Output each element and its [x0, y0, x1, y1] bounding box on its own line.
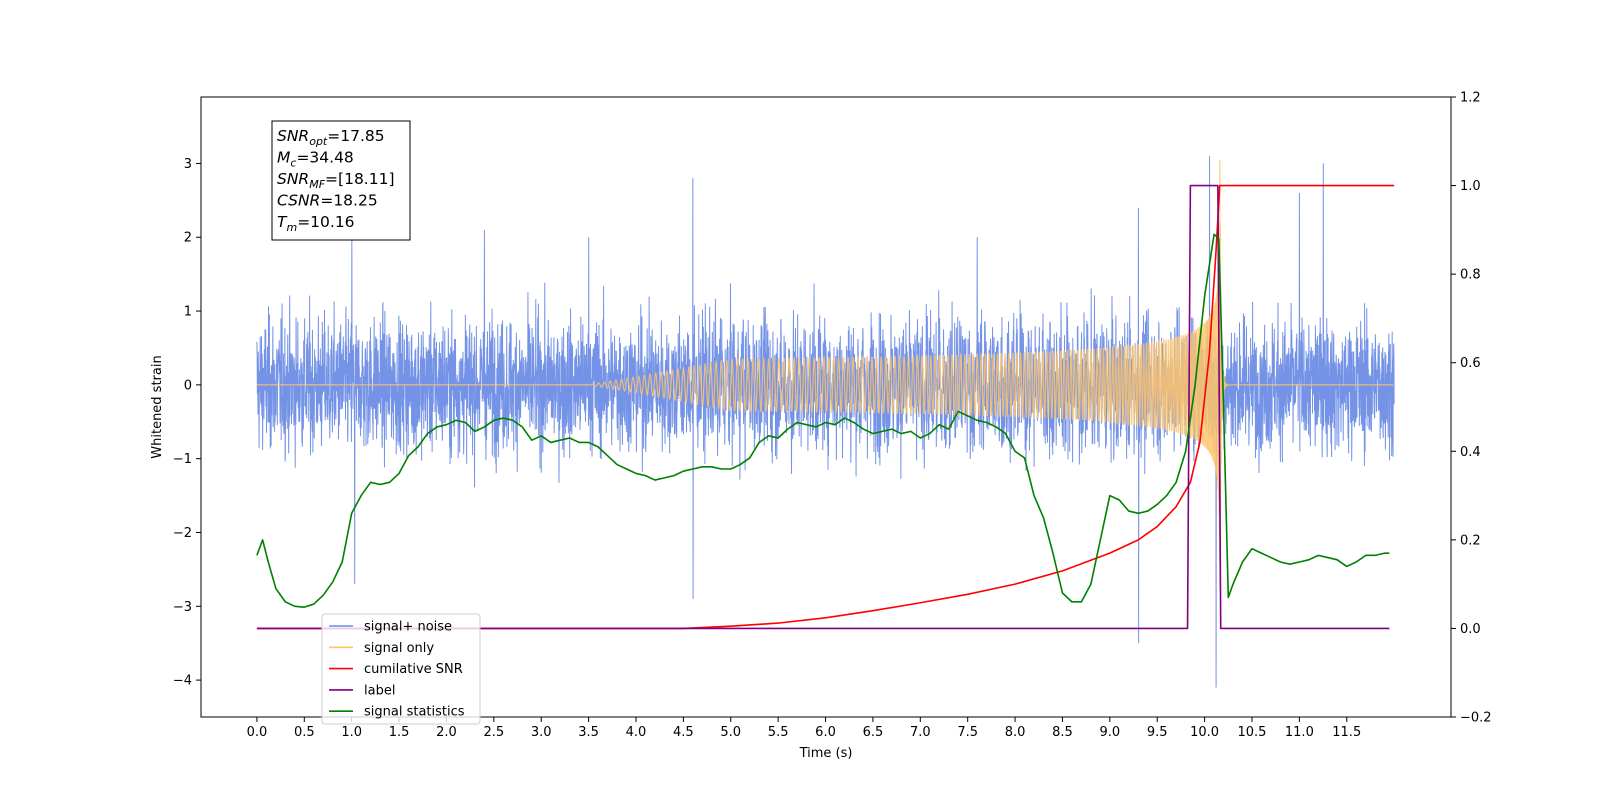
- annotation-box: [271, 120, 411, 241]
- annotation-line: Tm=10.16: [277, 213, 355, 234]
- x-tick-label: 8.5: [1052, 725, 1073, 740]
- y2-tick-label: 1.0: [1460, 179, 1481, 194]
- x-tick-label: 8.0: [1005, 725, 1026, 740]
- x-tick-label: 4.5: [673, 725, 694, 740]
- x-tick-label: 2.0: [436, 725, 457, 740]
- y-tick-label: 3: [184, 157, 192, 172]
- annotation-value: =18.25: [320, 192, 377, 210]
- x-tick-label: 3.0: [531, 725, 552, 740]
- y-tick-label: −1: [173, 452, 192, 467]
- annotation-subscript: m: [286, 221, 297, 234]
- annotation-symbol: SNR: [277, 170, 309, 188]
- annotation-symbol: M: [277, 149, 290, 167]
- x-tick-label: 10.5: [1238, 725, 1267, 740]
- legend-label: label: [364, 683, 395, 698]
- x-tick-label: 9.5: [1147, 725, 1168, 740]
- stats-annotation: SNRopt=17.85Mc=34.48SNRMF=[18.11]CSNR=18…: [271, 120, 411, 241]
- annotation-line: SNRopt=17.85: [277, 127, 385, 148]
- annotation-line: SNRMF=[18.11]: [277, 170, 395, 191]
- x-tick-label: 4.0: [626, 725, 647, 740]
- legend-label: signal only: [364, 641, 434, 656]
- annotation-subscript: MF: [309, 178, 325, 191]
- x-tick-label: 1.0: [341, 725, 362, 740]
- y-tick-label: −2: [173, 526, 192, 541]
- x-tick-label: 7.0: [910, 725, 931, 740]
- x-tick-label: 2.5: [483, 725, 504, 740]
- x-tick-label: 1.5: [389, 725, 410, 740]
- y-tick-label: 1: [184, 305, 192, 320]
- x-tick-label: 5.0: [720, 725, 741, 740]
- x-tick-label: 7.5: [957, 725, 978, 740]
- y-axis-label: Whitened strain: [150, 355, 165, 458]
- y2-tick-label: 1.2: [1460, 91, 1481, 106]
- annotation-value: =[18.11]: [325, 170, 394, 188]
- annotation-value: =34.48: [296, 149, 353, 167]
- y-tick-label: −4: [173, 674, 192, 689]
- series-signal-statistics: [256, 233, 1390, 608]
- annotation-symbol: T: [277, 213, 288, 231]
- y2-tick-label: 0.8: [1460, 268, 1481, 283]
- annotation-subscript: c: [290, 157, 296, 170]
- x-tick-label: 5.5: [768, 725, 789, 740]
- annotation-line: Mc=34.48: [277, 149, 354, 170]
- x-tick-label: 9.0: [1099, 725, 1120, 740]
- annotation-symbol: CSNR: [277, 192, 320, 210]
- y-tick-label: −3: [173, 600, 192, 615]
- y2-tick-label: 0.6: [1460, 356, 1481, 371]
- annotation-subscript: opt: [309, 135, 328, 148]
- x-tick-label: 6.5: [863, 725, 884, 740]
- x-tick-label: 10.0: [1190, 725, 1219, 740]
- y-tick-label: 2: [184, 231, 192, 246]
- legend: signal+ noise signal only cumilative SNR la…: [321, 613, 481, 725]
- x-tick-label: 11.5: [1332, 725, 1361, 740]
- series-label: [256, 184, 1390, 630]
- annotation-value: =17.85: [327, 127, 384, 145]
- y2-tick-label: 0.0: [1460, 622, 1481, 637]
- x-tick-label: 0.5: [294, 725, 315, 740]
- x-tick-label: 3.5: [578, 725, 599, 740]
- y2-tick-label: 0.2: [1460, 533, 1481, 548]
- series-signal-only: [256, 160, 1394, 590]
- y2-tick-label: −0.2: [1460, 711, 1492, 726]
- legend-box: [321, 613, 481, 725]
- annotation-symbol: SNR: [277, 127, 309, 145]
- legend-label: signal+ noise: [364, 620, 452, 635]
- annotation-line: CSNR=18.25: [277, 192, 378, 210]
- y2-tick-label: 0.4: [1460, 445, 1481, 460]
- x-tick-label: 6.0: [815, 725, 836, 740]
- legend-label: cumilative SNR: [364, 662, 463, 677]
- y-tick-label: 0: [184, 378, 192, 393]
- annotation-value: =10.16: [297, 213, 354, 231]
- legend-label: signal statistics: [364, 705, 465, 720]
- x-axis-label: Time (s): [799, 746, 853, 761]
- x-tick-label: 11.0: [1285, 725, 1314, 740]
- x-tick-label: 0.0: [247, 725, 268, 740]
